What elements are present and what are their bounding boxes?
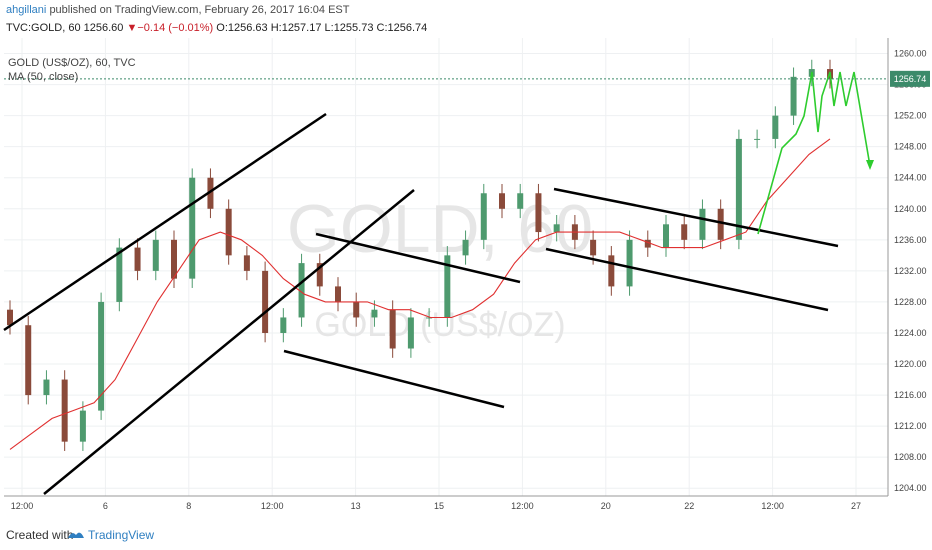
x-tick-label: 20 [601,501,611,511]
current-price-label: 1256.74 [894,74,927,84]
y-tick-label: 1208.00 [894,452,927,462]
author-link[interactable]: ahgillani [6,4,47,16]
footer: Created with TradingView [0,520,932,550]
legend-symbol: GOLD (US$/OZ), 60, TVC [8,57,136,69]
candle-body [316,263,323,287]
tradingview-logo-icon [68,532,84,538]
x-tick-label: 12:00 [761,501,784,511]
candle-body [25,325,32,396]
candle-body [735,138,742,240]
projection-arrowhead [866,160,874,170]
candle-body [353,301,360,318]
x-tick-label: 12:00 [11,501,34,511]
price-chart-svg[interactable]: 1260.001256.001252.001248.001244.001240.… [0,38,932,520]
current-price-badge [890,70,930,87]
candle-body [790,76,797,116]
y-tick-label: 1236.00 [894,235,927,245]
candle-body [225,208,232,256]
candle-body [681,224,688,240]
y-tick-label: 1252.00 [894,111,927,121]
y-tick-label: 1248.00 [894,142,927,152]
candle-body [754,138,761,140]
candle-body [699,208,706,240]
candle-body [7,309,13,326]
y-tick-label: 1216.00 [894,390,927,400]
y-tick-label: 1212.00 [894,421,927,431]
trendline [3,112,327,332]
published-text: published on TradingView.com, February 2… [49,4,350,16]
candle-body [189,177,196,279]
candle-body [98,301,105,411]
x-tick-label: 8 [186,501,191,511]
trendline [283,349,505,409]
candle-body [553,224,560,233]
symbol-label: TVC:GOLD, 60 [6,22,81,34]
y-tick-label: 1228.00 [894,297,927,307]
candle-body [590,239,597,256]
candle-body [499,193,505,209]
y-tick-label: 1232.00 [894,266,927,276]
candle-body [335,286,341,302]
last-price: 1256.60 [83,22,124,34]
publish-header: ahgillani published on TradingView.com, … [0,0,932,18]
change-arrow-icon: ▼ [126,22,138,34]
candle-body [717,208,724,240]
chart-area[interactable]: 1260.001256.001252.001248.001244.001240.… [0,38,932,525]
candle-body [389,309,396,349]
x-tick-label: 22 [684,501,694,511]
candle-body [426,317,433,319]
candle-body [462,239,469,256]
y-tick-label: 1220.00 [894,359,927,369]
candle-body [644,239,651,248]
candle-body [207,177,214,209]
legend-ma: MA (50, close) [8,71,79,83]
candle-body [444,255,451,318]
candle-body [663,224,669,248]
candle-body [407,317,414,349]
symbol-ohlc-line: TVC:GOLD, 60 1256.60 ▼−0.14 (−0.01%) O:1… [6,19,427,37]
watermark-symbol: GOLD, 60 [287,191,593,267]
x-tick-label: 12:00 [261,501,284,511]
candle-body [262,270,269,333]
trendline [315,232,521,284]
x-tick-label: 15 [434,501,444,511]
watermark-desc: GOLD (US$/OZ) [314,306,565,344]
y-tick-label: 1240.00 [894,204,927,214]
y-tick-label: 1244.00 [894,173,927,183]
projection-path [757,71,871,235]
y-tick-label: 1204.00 [894,483,927,493]
candle-body [134,247,141,271]
ma-50-line [9,138,831,450]
candle-body [43,379,50,396]
candle-body [280,317,287,333]
ohlc-values: O:1256.63 H:1257.17 L:1255.73 C:1256.74 [216,22,428,34]
x-tick-label: 27 [851,501,861,511]
candle-body [243,255,250,271]
candle-body [298,263,305,318]
candle-body [626,239,633,287]
x-tick-label: 13 [351,501,361,511]
candle-body [61,379,68,442]
candle-body [772,115,779,139]
price-change: −0.14 (−0.01%) [137,22,214,34]
trendline [43,189,415,495]
candle-body [371,309,378,318]
y-tick-label: 1260.00 [894,49,927,59]
created-with-label: Created with [6,528,74,542]
candle-body [116,247,123,302]
y-tick-label: 1224.00 [894,328,927,338]
candle-body [517,193,524,209]
tradingview-brand[interactable]: TradingView [88,528,155,542]
candle-body [152,239,159,271]
trendline [553,187,839,248]
chart-legend: GOLD (US$/OZ), 60, TVC MA (50, close) [8,56,136,84]
trendline [545,247,829,312]
candle-body [171,239,177,279]
candle-body [480,193,487,240]
x-tick-label: 12:00 [511,501,534,511]
x-tick-label: 6 [103,501,108,511]
candle-body [608,255,615,287]
candle-body [79,410,86,442]
candle-body [535,193,542,233]
